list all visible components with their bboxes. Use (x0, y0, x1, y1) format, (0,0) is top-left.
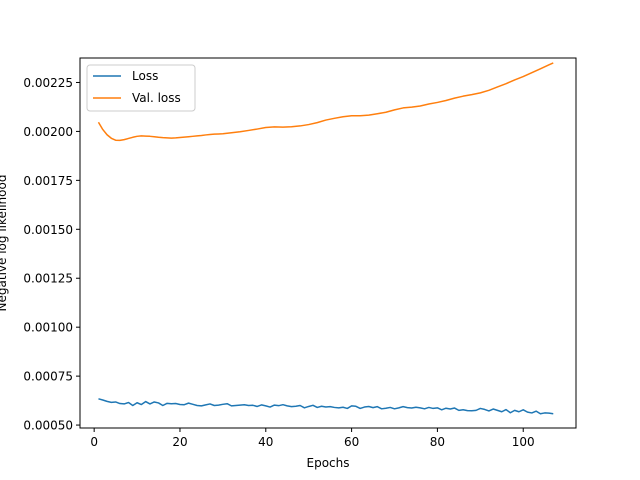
series-line-loss (98, 398, 554, 415)
y-tick-label: 0.00225 (23, 76, 73, 90)
x-axis-label: Epochs (307, 456, 350, 470)
x-tick-label: 20 (172, 435, 187, 449)
legend-label-loss: Loss (132, 69, 158, 83)
y-axis-label: Negative log likelihood (0, 175, 9, 312)
y-axis: 0.00050 0.00075 0.00100 0.00125 0.00150 0.001… (23, 76, 80, 433)
y-tick-label: 0.00175 (23, 174, 73, 188)
y-tick-label: 0.00200 (23, 125, 73, 139)
x-tick-label: 40 (258, 435, 273, 449)
x-tick-label: 80 (430, 435, 445, 449)
plot-area (80, 58, 576, 428)
x-tick-label: 60 (344, 435, 359, 449)
legend-label-val-loss: Val. loss (132, 91, 181, 105)
y-tick-label: 0.00050 (23, 419, 73, 433)
legend: Loss Val. loss (86, 64, 196, 112)
y-tick-label: 0.00125 (23, 272, 73, 286)
series-line-val-loss (97, 62, 554, 142)
y-tick-label: 0.00150 (23, 223, 73, 237)
series-layer (97, 62, 554, 415)
x-axis: 0 20 40 60 80 100 (90, 428, 535, 449)
y-tick-label: 0.00075 (23, 370, 73, 384)
plot-frame (79, 57, 577, 429)
x-tick-label: 0 (90, 435, 98, 449)
x-tick-label: 100 (512, 435, 535, 449)
y-tick-label: 0.00100 (23, 321, 73, 335)
